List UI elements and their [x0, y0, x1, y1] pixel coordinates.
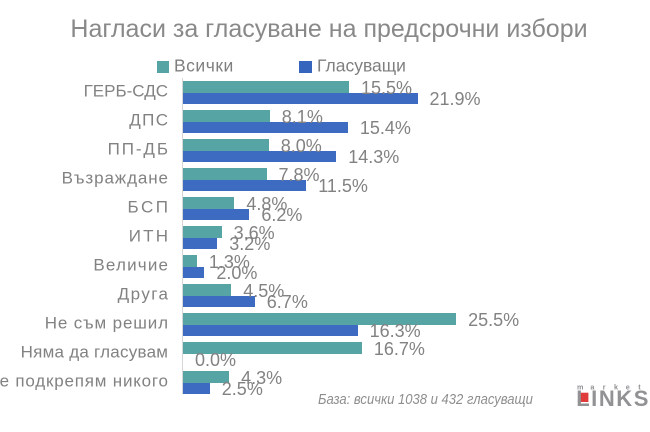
svg-text:e: e — [626, 383, 630, 392]
svg-text:a: a — [590, 383, 595, 392]
svg-text:k: k — [614, 383, 618, 392]
svg-text:r: r — [603, 383, 606, 392]
svg-text:t: t — [638, 383, 641, 392]
svg-text:m: m — [577, 383, 583, 392]
svg-text:LINKS: LINKS — [576, 386, 650, 407]
